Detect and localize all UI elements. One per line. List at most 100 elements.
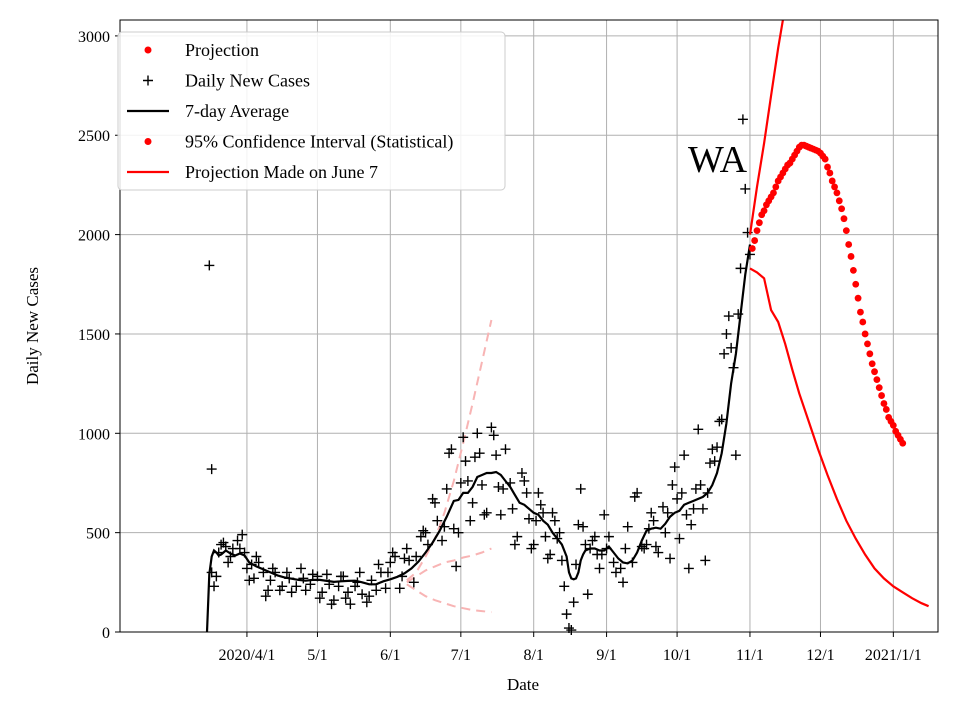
- daily-case-marker: [512, 531, 523, 542]
- seven-day-average-line: [205, 244, 752, 633]
- x-tick-label: 10/1: [663, 647, 691, 664]
- daily-case-marker: [674, 533, 685, 544]
- x-tick-label: 7/1: [451, 647, 471, 664]
- daily-case-marker: [608, 557, 619, 568]
- projection-point: [845, 241, 853, 248]
- daily-case-marker: [472, 428, 483, 439]
- daily-case-marker: [451, 561, 462, 572]
- x-axis-label: Date: [507, 675, 539, 694]
- y-tick-label: 2000: [78, 228, 110, 245]
- daily-case-marker: [462, 475, 473, 486]
- daily-case-marker: [361, 597, 372, 608]
- projection-point: [878, 392, 885, 399]
- daily-case-marker: [432, 515, 443, 526]
- x-tick-label: 12/1: [806, 647, 834, 664]
- daily-case-marker: [371, 585, 382, 596]
- daily-case-marker: [521, 487, 532, 498]
- daily-case-marker: [479, 509, 490, 520]
- daily-case-marker: [281, 567, 292, 578]
- legend-box: [117, 31, 506, 191]
- projection-point: [849, 266, 857, 274]
- daily-case-marker: [488, 430, 499, 441]
- y-tick-label: 3000: [78, 29, 110, 46]
- daily-case-marker: [697, 503, 708, 514]
- daily-case-marker: [599, 509, 610, 520]
- daily-case-marker: [401, 543, 412, 554]
- daily-case-marker: [547, 507, 558, 518]
- daily-case-marker: [735, 263, 746, 274]
- daily-case-marker: [340, 593, 351, 604]
- daily-case-marker: [712, 442, 723, 453]
- daily-case-marker: [575, 483, 586, 494]
- projection-point: [842, 227, 850, 235]
- daily-case-marker: [519, 475, 530, 486]
- daily-case-marker: [538, 507, 549, 518]
- daily-case-marker: [662, 507, 673, 518]
- daily-case-marker: [458, 432, 469, 443]
- daily-case-marker: [498, 483, 509, 494]
- daily-case-marker: [493, 481, 504, 492]
- projection-point: [873, 376, 881, 384]
- daily-case-marker: [420, 527, 431, 538]
- projection-point: [828, 177, 836, 185]
- daily-case-marker: [237, 529, 248, 540]
- projection-point: [751, 237, 759, 244]
- daily-case-marker: [561, 609, 572, 620]
- projection-point: [882, 406, 890, 413]
- daily-case-marker: [679, 450, 690, 461]
- x-tick-label: 11/1: [736, 647, 764, 664]
- x-tick-label: 8/1: [523, 647, 543, 664]
- daily-case-marker: [446, 444, 457, 455]
- legend-label: 7-day Average: [185, 101, 289, 121]
- daily-case-marker: [216, 539, 227, 550]
- daily-case-marker: [653, 547, 664, 558]
- daily-case-marker: [486, 422, 497, 433]
- x-tick-label: 5/1: [307, 647, 327, 664]
- daily-case-marker: [223, 557, 234, 568]
- y-axis-label: Daily New Cases: [23, 267, 42, 385]
- x-tick-label: 6/1: [380, 647, 400, 664]
- projection-point: [772, 183, 780, 191]
- legend-label: 95% Confidence Interval (Statistical): [185, 132, 453, 153]
- daily-case-marker: [364, 591, 375, 602]
- legend-plus-marker: [143, 75, 153, 86]
- x-tick-label: 2021/1/1: [865, 647, 922, 664]
- daily-case-marker: [707, 444, 718, 455]
- daily-case-marker: [441, 483, 452, 494]
- projection-point: [826, 169, 834, 177]
- daily-case-marker: [467, 497, 478, 508]
- daily-case-marker: [253, 557, 264, 568]
- daily-case-marker: [460, 456, 471, 467]
- projection-point: [864, 340, 871, 348]
- daily-case-marker: [232, 535, 243, 546]
- projection-point: [770, 189, 777, 197]
- daily-case-marker: [495, 509, 506, 520]
- daily-case-marker: [474, 448, 485, 459]
- legend: Projection Daily New Cases 7-day Average 95…: [117, 31, 506, 191]
- daily-case-marker: [382, 567, 393, 578]
- projection-point: [880, 400, 888, 407]
- daily-case-marker: [408, 577, 419, 588]
- projection-june7-line: [749, 267, 930, 608]
- y-tick-label: 2500: [78, 128, 110, 145]
- daily-case-marker: [582, 589, 593, 600]
- daily-case-marker: [260, 591, 271, 602]
- daily-case-marker: [300, 585, 311, 596]
- daily-case-marker: [618, 577, 629, 588]
- daily-case-marker: [418, 525, 429, 536]
- daily-case-marker: [411, 551, 422, 562]
- daily-case-marker: [314, 593, 325, 604]
- daily-case-marker: [603, 531, 614, 542]
- daily-case-marker: [333, 581, 344, 592]
- y-tick-label: 0: [102, 625, 110, 642]
- daily-case-marker: [298, 573, 309, 584]
- daily-case-marker: [700, 555, 711, 566]
- daily-case-marker: [660, 527, 671, 538]
- projection-point: [760, 207, 768, 215]
- daily-case-marker: [535, 499, 546, 510]
- daily-case-marker: [594, 563, 605, 574]
- x-tick-label: 9/1: [596, 647, 616, 664]
- projection-point: [861, 330, 869, 338]
- daily-case-marker: [524, 513, 534, 524]
- daily-case-marker: [632, 487, 643, 498]
